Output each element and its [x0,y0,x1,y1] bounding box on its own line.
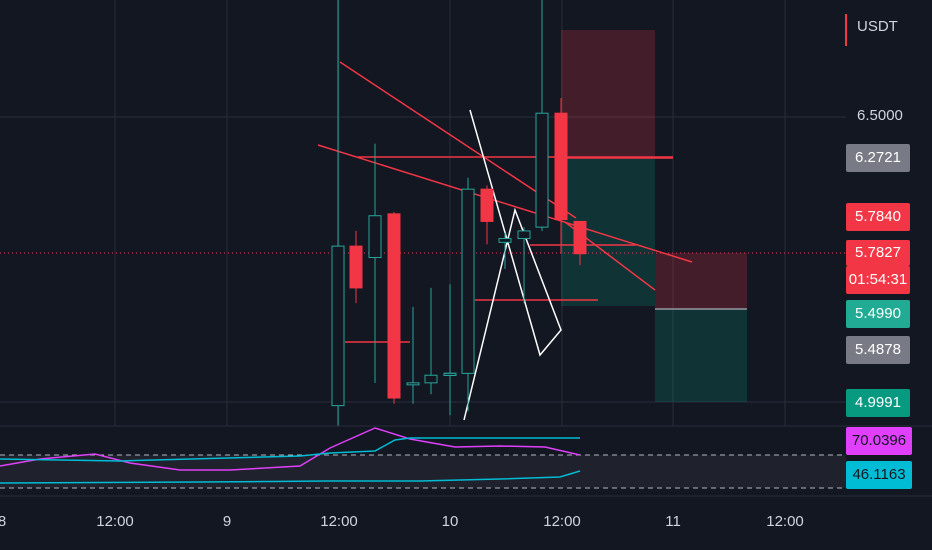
candle-up [517,230,531,240]
triangle-pattern [463,109,562,421]
candle-up [406,382,420,386]
price-tag-target: 6.2721 [846,144,910,172]
candle-down [480,188,494,222]
price-tag-stop: 4.9991 [846,389,910,417]
time-label-1200-b: 12:00 [320,513,358,530]
candle-up [424,374,438,384]
price-tag-last: 5.7827 [846,240,910,266]
osc-cyan-line [0,437,580,462]
time-label-1200-a: 12:00 [96,513,134,530]
stop-loss-zone-2 [655,253,747,309]
take-profit-zone-2 [655,309,747,402]
time-label-1200-c: 12:00 [543,513,581,530]
candle-down [554,112,568,221]
chart-grid [0,0,846,496]
osc-purple-line [0,427,581,471]
candle-up [498,238,512,243]
price-tag-high: 5.7840 [846,203,910,231]
candle-up [535,112,549,228]
price-tick-label: 6.5000 [857,107,903,124]
time-label-8: 8 [0,513,7,530]
osc-cyan-line-2 [0,470,581,484]
time-label-9: 9 [222,513,232,530]
time-label-10: 10 [441,513,459,530]
price-tag-support: 5.4878 [846,336,910,364]
time-label-11: 11 [665,513,681,530]
candle-up [331,245,345,407]
price-tag-entry: 5.4990 [846,300,910,328]
candle-up [443,372,457,376]
stop-loss-zone [561,30,655,158]
osc-cyan-value: 46.1163 [846,461,912,489]
countdown-tag: 01:54:31 [846,266,910,294]
currency-label: USDT [857,18,898,35]
time-label-1200-d: 12:00 [766,513,804,530]
candles [313,0,587,450]
candle-up [461,188,475,374]
candle-down [387,213,401,399]
candle-up [368,215,382,259]
osc-purple-value: 70.0396 [846,427,912,455]
candle-down [573,220,587,255]
candle-down [349,245,363,289]
